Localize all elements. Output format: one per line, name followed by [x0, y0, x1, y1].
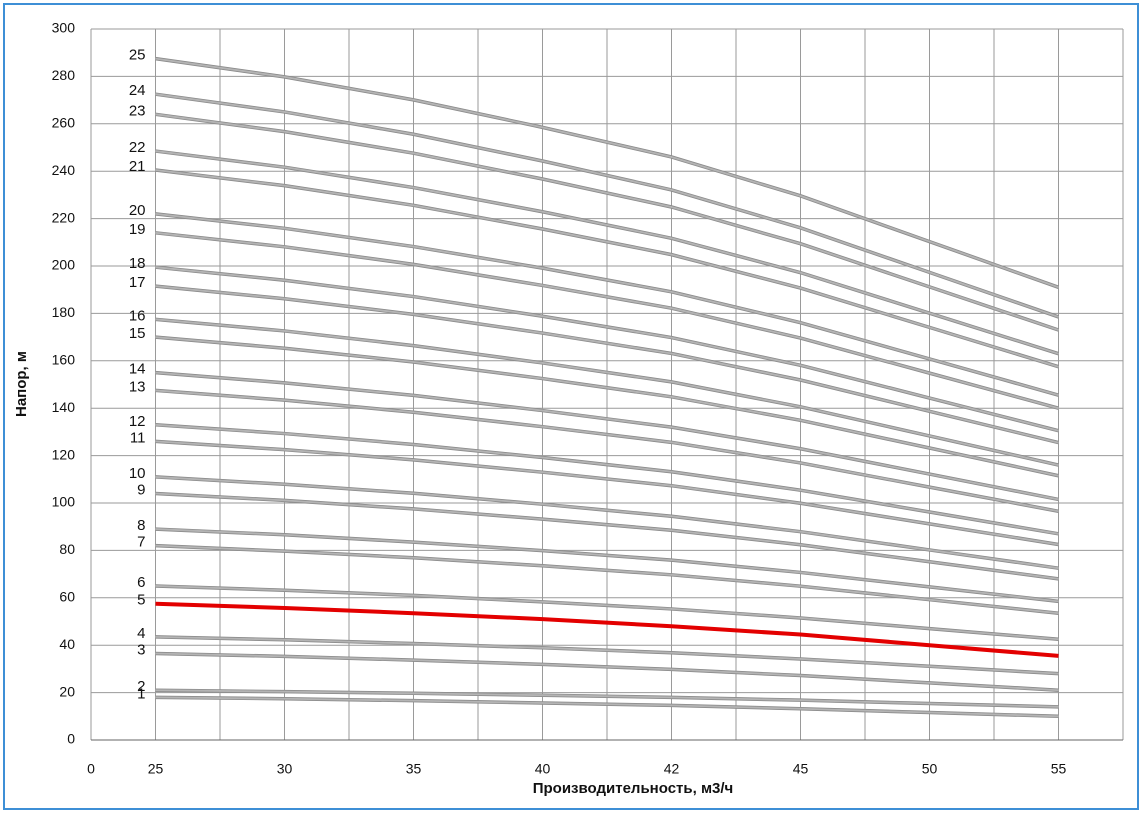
curve [155, 696, 1059, 718]
y-tick-label: 300 [52, 20, 76, 36]
curve [155, 150, 1059, 355]
curve [155, 585, 1059, 641]
curve [155, 318, 1059, 466]
x-axis-title: Производительность, м3/ч [533, 780, 734, 797]
series-label: 4 [137, 625, 145, 642]
y-tick-label: 240 [52, 162, 76, 178]
curve [155, 266, 1059, 432]
y-tick-label: 80 [59, 541, 75, 557]
y-tick-label: 60 [59, 589, 75, 605]
series-label: 12 [129, 413, 146, 430]
curve [155, 169, 1059, 368]
series-label: 15 [129, 325, 146, 342]
x-tick-label: 42 [664, 761, 680, 777]
x-tick-label: 25 [148, 761, 164, 777]
series-label: 14 [129, 361, 146, 378]
series-label: 1 [137, 685, 145, 702]
series-label: 23 [129, 102, 146, 119]
y-tick-label: 260 [52, 115, 76, 131]
curve [155, 336, 1059, 477]
series-label: 10 [129, 465, 146, 482]
series-label: 5 [137, 592, 145, 609]
y-tick-label: 160 [52, 352, 76, 368]
series-label: 9 [137, 481, 145, 498]
x-tick-label: 0 [87, 761, 95, 777]
series-label: 8 [137, 517, 145, 534]
y-tick-label: 200 [52, 257, 76, 273]
curve [155, 601, 1059, 658]
series-label: 3 [137, 641, 145, 658]
series-label: 2 [137, 678, 145, 695]
curve [155, 212, 1059, 397]
curve [155, 528, 1059, 603]
series-label: 13 [129, 378, 146, 395]
y-tick-label: 40 [59, 636, 75, 652]
curve [155, 423, 1059, 535]
x-tick-label: 30 [277, 761, 293, 777]
y-tick-label: 180 [52, 304, 76, 320]
curve [155, 113, 1059, 331]
series-label: 17 [129, 274, 146, 291]
y-tick-label: 0 [67, 731, 75, 747]
y-tick-label: 220 [52, 209, 76, 225]
curve [155, 440, 1059, 546]
frame [3, 3, 1139, 810]
y-tick-label: 100 [52, 494, 76, 510]
series-label: 21 [129, 158, 146, 175]
x-tick-label: 55 [1051, 761, 1067, 777]
series-label: 22 [129, 139, 146, 156]
y-tick-label: 280 [52, 67, 76, 83]
curve [155, 389, 1059, 513]
x-tick-label: 45 [793, 761, 809, 777]
curve [155, 689, 1059, 708]
series-label: 16 [129, 307, 146, 324]
curve [155, 636, 1059, 675]
curve [155, 544, 1059, 615]
series-label: 24 [129, 82, 146, 99]
curves [155, 56, 1060, 719]
curve [155, 285, 1059, 444]
series-label: 20 [129, 202, 146, 219]
curve [155, 492, 1059, 580]
y-axis-title: Напор, м [13, 351, 30, 417]
series-label: 18 [129, 255, 146, 272]
x-tick-label: 50 [922, 761, 938, 777]
curve [155, 231, 1059, 410]
series-label: 7 [137, 534, 145, 551]
curve [155, 476, 1059, 570]
curve [155, 57, 1059, 289]
curve [155, 371, 1059, 501]
x-tick-label: 35 [406, 761, 422, 777]
curve [155, 652, 1059, 692]
series-label: 6 [137, 574, 145, 591]
x-tick-label: 40 [535, 761, 551, 777]
y-tick-label: 120 [52, 446, 76, 462]
series-label: 11 [130, 429, 146, 446]
grid [90, 28, 1124, 741]
y-tick-label: 20 [59, 683, 75, 699]
series-label: 25 [129, 47, 146, 64]
curve [155, 93, 1059, 318]
y-tick-label: 140 [52, 399, 76, 415]
series-label: 19 [129, 221, 146, 238]
